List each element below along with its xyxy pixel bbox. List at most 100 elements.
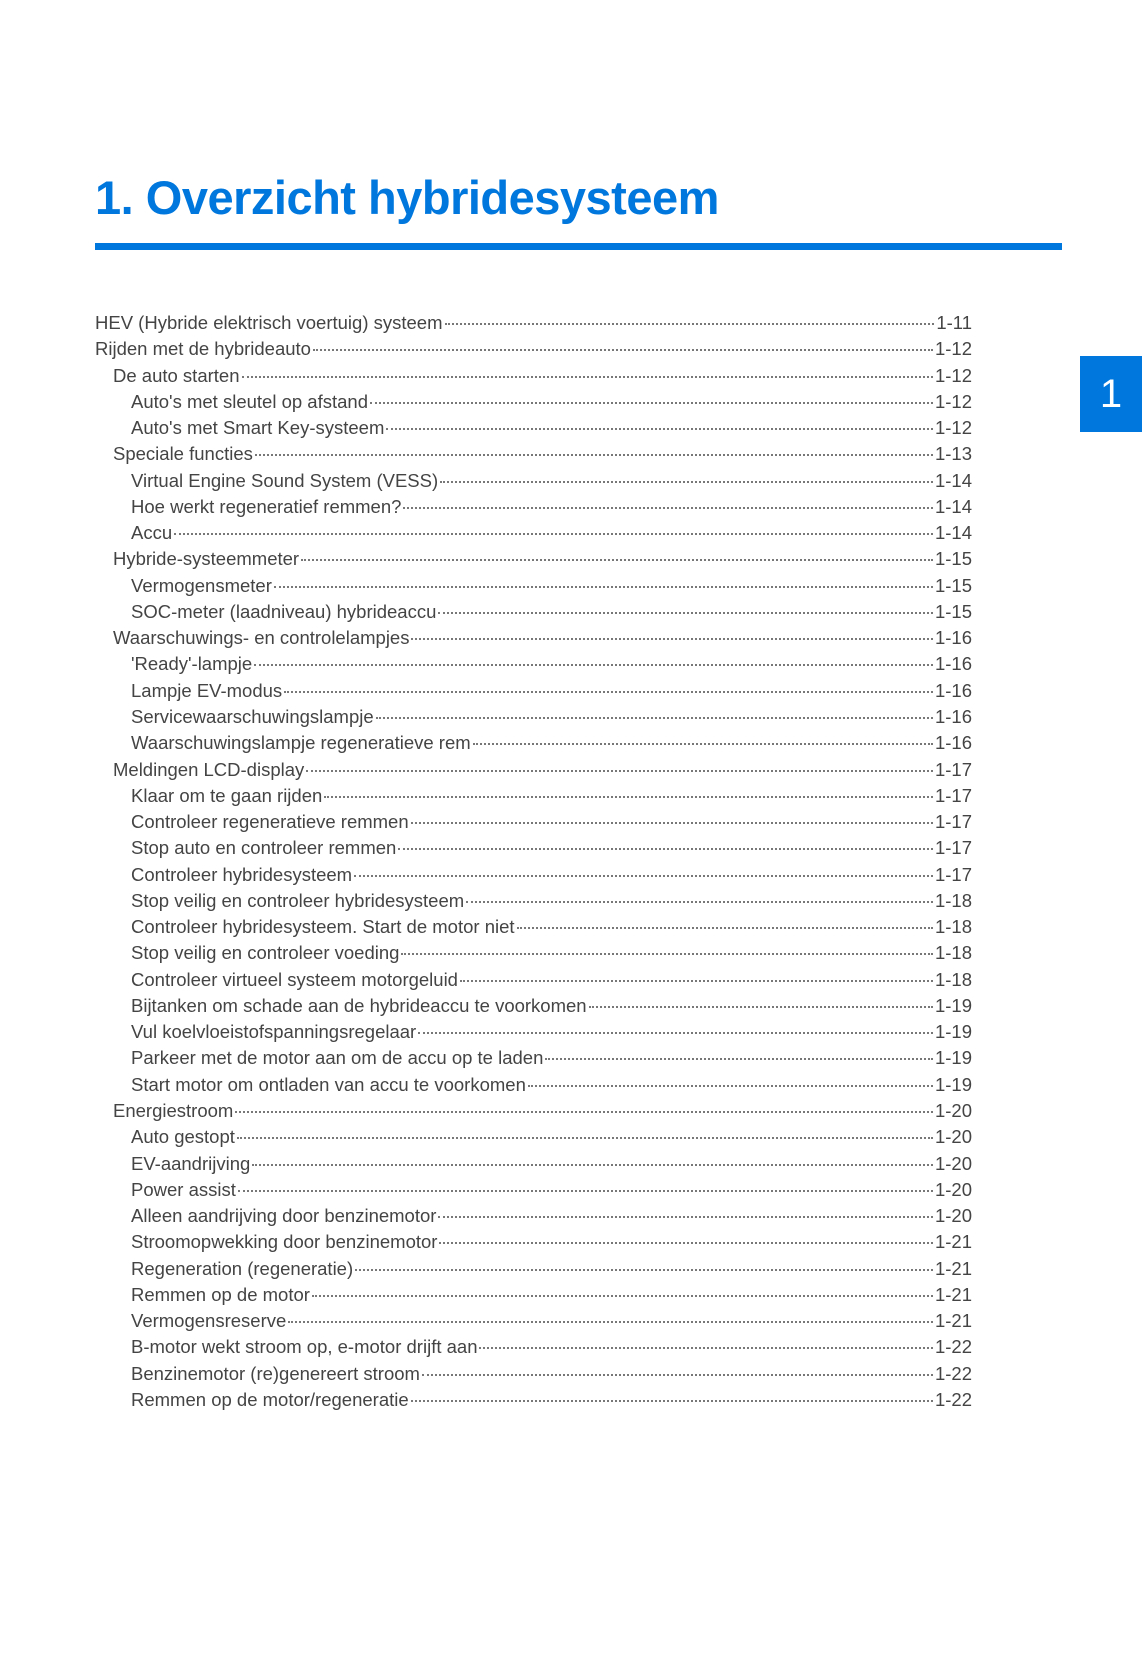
toc-entry-title: Servicewaarschuwingslampje <box>131 704 374 730</box>
toc-entry-page: 1-20 <box>935 1151 972 1177</box>
toc-entry: Lampje EV-modus 1-16 <box>95 678 972 704</box>
toc-entry-page: 1-21 <box>935 1256 972 1282</box>
toc-leader-dots <box>370 402 933 404</box>
toc-entry: Accu 1-14 <box>95 520 972 546</box>
toc-entry-page: 1-15 <box>935 599 972 625</box>
toc-entry: Vermogensmeter 1-15 <box>95 573 972 599</box>
toc-entry-page: 1-17 <box>935 757 972 783</box>
toc-entry-title: Stop auto en controleer remmen <box>131 835 396 861</box>
toc-entry-page: 1-20 <box>935 1098 972 1124</box>
toc-entry-page: 1-19 <box>935 1019 972 1045</box>
toc-entry: Alleen aandrijving door benzinemotor 1-2… <box>95 1203 972 1229</box>
toc-entry: B-motor wekt stroom op, e-motor drijft a… <box>95 1334 972 1360</box>
toc-leader-dots <box>517 927 933 929</box>
toc-entry-page: 1-19 <box>935 1072 972 1098</box>
toc-entry: Energiestroom 1-20 <box>95 1098 972 1124</box>
toc-entry-title: Auto's met sleutel op afstand <box>131 389 368 415</box>
toc-entry-page: 1-16 <box>935 678 972 704</box>
toc-entry: Stop veilig en controleer hybridesysteem… <box>95 888 972 914</box>
toc-entry-title: Alleen aandrijving door benzinemotor <box>131 1203 436 1229</box>
toc-entry-title: Bijtanken om schade aan de hybrideaccu t… <box>131 993 587 1019</box>
toc-leader-dots <box>313 349 933 351</box>
toc-entry-page: 1-20 <box>935 1124 972 1150</box>
toc-entry-page: 1-18 <box>935 967 972 993</box>
toc-entry-title: Regeneration (regeneratie) <box>131 1256 353 1282</box>
toc-entry: Controleer regeneratieve remmen 1-17 <box>95 809 972 835</box>
toc-leader-dots <box>401 953 933 955</box>
toc-entry-title: Auto gestopt <box>131 1124 235 1150</box>
toc-leader-dots <box>238 1190 933 1192</box>
toc-entry-title: Controleer hybridesysteem. Start de moto… <box>131 914 515 940</box>
toc-entry: Regeneration (regeneratie) 1-21 <box>95 1256 972 1282</box>
toc-leader-dots <box>312 1295 933 1297</box>
toc-leader-dots <box>376 717 933 719</box>
toc-entry-page: 1-22 <box>935 1334 972 1360</box>
toc-leader-dots <box>284 691 933 693</box>
toc-entry: EV-aandrijving 1-20 <box>95 1151 972 1177</box>
toc-leader-dots <box>466 901 933 903</box>
toc-entry-page: 1-11 <box>936 310 972 336</box>
toc-entry-page: 1-22 <box>935 1361 972 1387</box>
toc-entry-title: Start motor om ontladen van accu te voor… <box>131 1072 526 1098</box>
toc-entry-title: B-motor wekt stroom op, e-motor drijft a… <box>131 1334 477 1360</box>
table-of-contents: HEV (Hybride elektrisch voertuig) systee… <box>95 310 1062 1413</box>
toc-entry-page: 1-16 <box>935 730 972 756</box>
toc-leader-dots <box>439 1242 933 1244</box>
toc-entry-title: Power assist <box>131 1177 236 1203</box>
toc-leader-dots <box>354 875 933 877</box>
toc-entry-title: Accu <box>131 520 172 546</box>
toc-leader-dots <box>355 1269 933 1271</box>
toc-entry-title: Controleer regeneratieve remmen <box>131 809 409 835</box>
toc-entry-page: 1-14 <box>935 520 972 546</box>
toc-leader-dots <box>589 1006 933 1008</box>
toc-leader-dots <box>445 323 935 325</box>
toc-entry-page: 1-20 <box>935 1177 972 1203</box>
chapter-title: 1. Overzicht hybridesysteem <box>95 170 1062 225</box>
toc-entry: Virtual Engine Sound System (VESS) 1-14 <box>95 468 972 494</box>
toc-entry: Remmen op de motor 1-21 <box>95 1282 972 1308</box>
toc-leader-dots <box>411 1400 933 1402</box>
toc-entry-page: 1-12 <box>935 336 972 362</box>
toc-entry-page: 1-12 <box>935 415 972 441</box>
toc-entry-title: Parkeer met de motor aan om de accu op t… <box>131 1045 543 1071</box>
toc-entry: Power assist 1-20 <box>95 1177 972 1203</box>
side-tab-number: 1 <box>1100 372 1122 417</box>
toc-entry-page: 1-18 <box>935 914 972 940</box>
toc-leader-dots <box>386 428 933 430</box>
toc-entry-page: 1-14 <box>935 468 972 494</box>
toc-entry: 'Ready'-lampje 1-16 <box>95 651 972 677</box>
toc-entry-title: Waarschuwings- en controlelampjes <box>113 625 409 651</box>
toc-entry-page: 1-15 <box>935 573 972 599</box>
toc-leader-dots <box>438 612 933 614</box>
toc-entry-title: 'Ready'-lampje <box>131 651 252 677</box>
toc-entry: Stop auto en controleer remmen 1-17 <box>95 835 972 861</box>
toc-leader-dots <box>398 848 933 850</box>
toc-entry: Waarschuwingslampje regeneratieve rem 1-… <box>95 730 972 756</box>
toc-leader-dots <box>254 664 933 666</box>
toc-leader-dots <box>242 376 933 378</box>
toc-entry-title: Meldingen LCD-display <box>113 757 304 783</box>
toc-entry-title: Remmen op de motor/regeneratie <box>131 1387 409 1413</box>
toc-leader-dots <box>252 1164 933 1166</box>
toc-entry: Hoe werkt regeneratief remmen? 1-14 <box>95 494 972 520</box>
toc-entry-title: Hoe werkt regeneratief remmen? <box>131 494 401 520</box>
toc-entry-page: 1-19 <box>935 1045 972 1071</box>
toc-entry-title: EV-aandrijving <box>131 1151 250 1177</box>
toc-entry: Stop veilig en controleer voeding 1-18 <box>95 940 972 966</box>
toc-entry-title: Vul koelvloeistofspanningsregelaar <box>131 1019 416 1045</box>
toc-entry: Controleer hybridesysteem 1-17 <box>95 862 972 888</box>
toc-entry-page: 1-16 <box>935 704 972 730</box>
toc-entry: Vermogensreserve 1-21 <box>95 1308 972 1334</box>
toc-entry: Start motor om ontladen van accu te voor… <box>95 1072 972 1098</box>
toc-entry: Auto gestopt 1-20 <box>95 1124 972 1150</box>
toc-leader-dots <box>403 507 933 509</box>
toc-entry-page: 1-18 <box>935 888 972 914</box>
toc-entry-title: Stop veilig en controleer voeding <box>131 940 399 966</box>
toc-leader-dots <box>422 1374 933 1376</box>
toc-entry: Speciale functies 1-13 <box>95 441 972 467</box>
toc-entry-page: 1-14 <box>935 494 972 520</box>
toc-leader-dots <box>274 586 933 588</box>
toc-leader-dots <box>174 533 933 535</box>
toc-entry-title: Rijden met de hybrideauto <box>95 336 311 362</box>
toc-entry-page: 1-20 <box>935 1203 972 1229</box>
